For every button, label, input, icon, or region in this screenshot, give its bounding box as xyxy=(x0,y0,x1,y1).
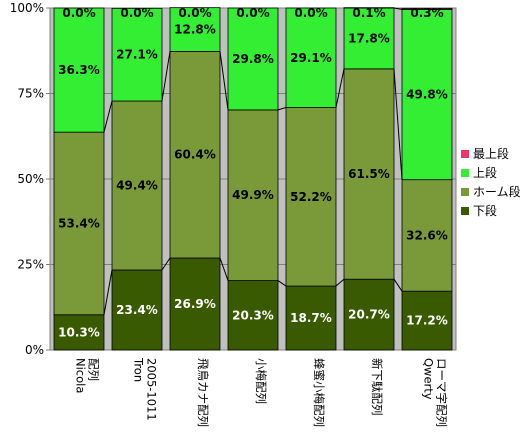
data-label: 20.7% xyxy=(348,308,390,322)
series-line xyxy=(161,51,171,102)
bar-segment xyxy=(53,131,105,316)
legend-swatch xyxy=(461,150,469,158)
bar-segment xyxy=(285,7,337,108)
series-line xyxy=(161,257,171,271)
series-line xyxy=(277,280,287,287)
y-tick-label: 25% xyxy=(17,258,44,272)
data-label: 49.9% xyxy=(232,188,274,202)
bar-segment xyxy=(401,290,453,351)
data-label: 53.4% xyxy=(58,216,100,230)
series-lines xyxy=(103,7,403,315)
bar-segment xyxy=(53,314,105,351)
data-label: 49.4% xyxy=(116,178,158,192)
x-category-label: 2005-1011 xyxy=(145,358,159,421)
data-label: 27.1% xyxy=(116,48,158,62)
data-label: 0.3% xyxy=(410,6,443,20)
series-line xyxy=(219,51,229,110)
data-label: 17.8% xyxy=(348,31,390,45)
series-line xyxy=(335,278,345,287)
bar-segment xyxy=(227,7,279,111)
data-label: 26.9% xyxy=(174,297,216,311)
data-label: 23.4% xyxy=(116,303,158,317)
x-category-label: Qwerty xyxy=(422,358,436,400)
data-label: 0.0% xyxy=(236,6,269,20)
bar-segment xyxy=(401,179,453,292)
data-label: 20.3% xyxy=(232,308,274,322)
data-label: 0.0% xyxy=(120,6,153,20)
y-tick-label: 50% xyxy=(17,172,44,186)
data-label: 49.8% xyxy=(406,88,448,102)
data-label: 18.7% xyxy=(290,311,332,325)
bar-segment xyxy=(111,269,163,351)
data-label: 61.5% xyxy=(348,167,390,181)
bar-segment xyxy=(53,7,105,133)
bar-segment xyxy=(111,7,163,102)
series-line xyxy=(393,68,403,180)
data-label: 52.2% xyxy=(290,190,332,204)
series-line xyxy=(103,269,113,315)
data-label: 0.0% xyxy=(178,6,211,20)
data-label: 29.1% xyxy=(290,51,332,65)
bar-segment xyxy=(343,7,395,70)
data-label: 32.6% xyxy=(406,228,448,242)
data-label: 60.4% xyxy=(174,148,216,162)
legend-swatch xyxy=(461,169,469,177)
x-category-label: 飛鳥カナ配列 xyxy=(196,358,210,427)
series-line xyxy=(393,7,403,10)
legend-label: 最上段 xyxy=(473,146,509,161)
legend-label: 上段 xyxy=(473,165,497,180)
series-line xyxy=(219,257,229,281)
bar-segment xyxy=(343,68,395,280)
x-category-label: 小梅配列 xyxy=(254,358,268,404)
bar-segment xyxy=(343,278,395,351)
y-tick-label: 75% xyxy=(17,87,44,101)
data-label: 12.8% xyxy=(174,23,216,37)
x-category-label: 配列 xyxy=(87,358,101,381)
bar-segment xyxy=(169,51,221,259)
series-line xyxy=(277,107,287,111)
data-label: 0.0% xyxy=(62,6,95,20)
bars xyxy=(53,7,453,351)
bar-segment xyxy=(401,7,453,10)
data-labels: 10.3% 53.4% 36.3% 0.0% 23.4% 49.4% 27.1% 0.0% 26… xyxy=(58,6,448,339)
x-category-label: Tron xyxy=(132,357,146,382)
y-tick-label: 0% xyxy=(25,343,44,357)
data-label: 17.2% xyxy=(406,314,448,328)
legend-swatch xyxy=(461,207,469,215)
x-category-label: 新下駄配列 xyxy=(370,358,384,416)
legend-label: ホーム段 xyxy=(473,184,521,199)
x-category-label: ローマ字配列 xyxy=(435,358,449,427)
data-label: 0.1% xyxy=(352,6,385,20)
x-axis-categories: Nicola 配列 Tron 2005-1011 飛鳥カナ配列 小梅配列 蜂蜜小梅配列 新下駄… xyxy=(74,357,449,427)
bar-segment xyxy=(401,8,453,181)
bar-segment xyxy=(169,7,221,52)
series-line xyxy=(393,278,403,292)
legend-label: 下段 xyxy=(473,203,497,218)
bar-segment xyxy=(169,257,221,351)
series-line xyxy=(103,100,113,133)
bar-segment xyxy=(227,280,279,351)
x-category-label: Nicola xyxy=(74,358,88,393)
bar-segment xyxy=(285,107,337,287)
y-axis-ticks: 0% 25% 50% 75% 100% xyxy=(10,1,50,357)
data-label: 0.0% xyxy=(294,6,327,20)
data-label: 36.3% xyxy=(58,63,100,77)
y-tick-label: 100% xyxy=(10,1,44,15)
legend-swatch xyxy=(461,188,469,196)
x-category-label: 蜂蜜小梅配列 xyxy=(312,358,326,427)
series-line xyxy=(335,68,345,108)
data-label: 10.3% xyxy=(58,325,100,339)
bar-segment xyxy=(227,109,279,281)
data-label: 29.8% xyxy=(232,52,274,66)
